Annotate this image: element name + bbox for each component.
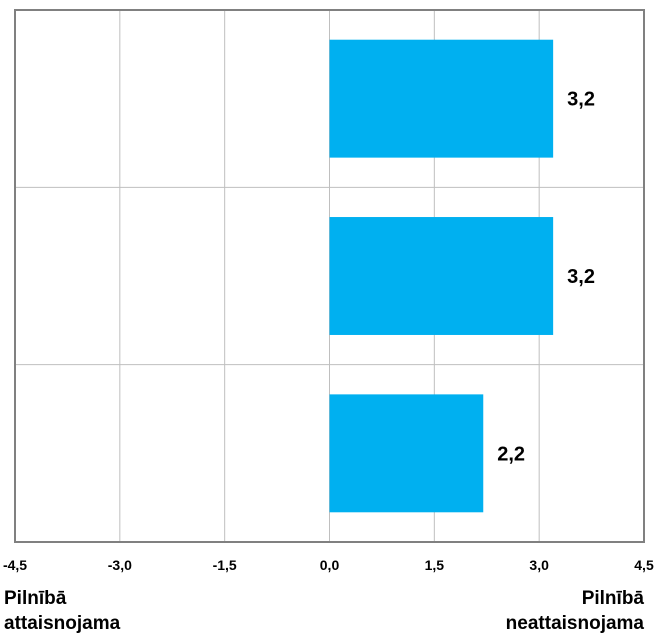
x-tick-label: -3,0: [108, 557, 132, 573]
right-end-label-line-1: Pilnībā: [581, 588, 644, 609]
bar: [329, 394, 484, 513]
left-end-label: Pilnībā attaisnojama: [4, 586, 120, 636]
data-labels: 3,2 3,2 2,2: [497, 89, 595, 466]
right-end-label: Pilnībā neattaisnojama: [506, 586, 644, 636]
x-tick-label: 0,0: [320, 557, 340, 573]
x-tick-label: 3,0: [529, 557, 549, 573]
x-axis-tick-labels: -4,5 -3,0 -1,5 0,0 1,5 3,0 4,5: [3, 557, 654, 573]
bar: [329, 217, 554, 335]
x-tick-label: -1,5: [213, 557, 237, 573]
data-label: 3,2: [567, 266, 595, 288]
x-tick-label: 1,5: [425, 557, 445, 573]
data-label: 2,2: [497, 443, 525, 465]
x-tick-label: 4,5: [634, 557, 654, 573]
x-tick-label: -4,5: [3, 557, 27, 573]
right-end-label-line-2: neattaisnojama: [505, 613, 644, 634]
plot-area-border: [14, 9, 645, 543]
left-end-label-line-2: attaisnojama: [4, 613, 121, 634]
bar: [329, 39, 554, 158]
bars: [329, 39, 554, 513]
left-end-label-line-1: Pilnībā: [4, 588, 67, 609]
data-label: 3,2: [567, 89, 595, 111]
